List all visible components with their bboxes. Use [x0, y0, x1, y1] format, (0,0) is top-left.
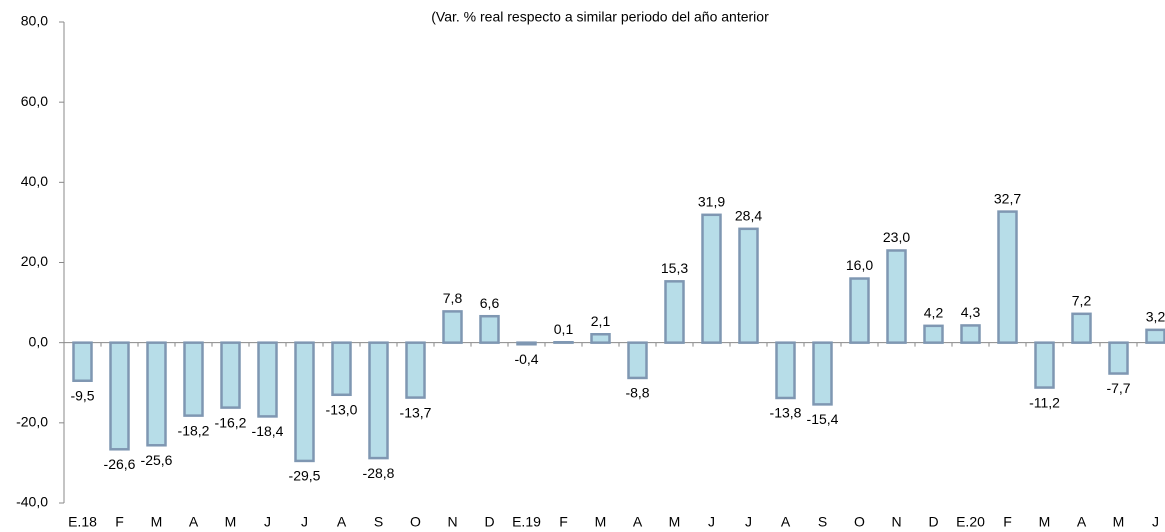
bar: [627, 341, 648, 380]
value-label: 6,6: [480, 295, 500, 311]
value-label: -13,7: [400, 404, 432, 420]
y-tick-label: 0,0: [29, 333, 49, 349]
bar: [1108, 341, 1129, 375]
x-tick-label: E.18: [68, 514, 97, 530]
value-label: 0,1: [554, 321, 574, 337]
bar: [405, 341, 426, 399]
y-tick-label: 60,0: [21, 93, 48, 109]
x-tick-label: J: [745, 514, 752, 530]
x-tick-label: M: [1039, 514, 1051, 530]
value-label: 2,1: [591, 313, 611, 329]
x-tick-label: S: [818, 514, 827, 530]
y-tick-label: -20,0: [16, 414, 48, 430]
y-tick-label: 20,0: [21, 253, 48, 269]
bar: [109, 341, 130, 451]
value-label: -13,0: [326, 401, 358, 417]
x-tick-label: A: [189, 514, 199, 530]
value-label: -0,4: [514, 351, 538, 367]
value-label: -18,2: [178, 422, 210, 438]
value-label: 23,0: [883, 229, 910, 245]
x-tick-label: A: [633, 514, 643, 530]
x-tick-label: S: [374, 514, 383, 530]
x-tick-label: D: [928, 514, 938, 530]
value-label: 3,2: [1146, 309, 1165, 325]
value-label: 4,3: [961, 304, 981, 320]
x-tick-label: O: [854, 514, 865, 530]
bar: [1145, 328, 1165, 344]
value-label: 15,3: [661, 260, 688, 276]
value-label: 32,7: [994, 190, 1021, 206]
value-label: -29,5: [289, 468, 321, 484]
value-label: -9,5: [70, 387, 94, 403]
x-tick-label: A: [781, 514, 791, 530]
value-label: 7,8: [443, 290, 463, 306]
x-tick-label: M: [1113, 514, 1125, 530]
x-tick-label: O: [410, 514, 421, 530]
bar: [220, 341, 241, 409]
bar: [72, 341, 93, 382]
value-label: 16,0: [846, 257, 873, 273]
y-tick-label: 40,0: [21, 173, 48, 189]
y-tick-label: -40,0: [16, 494, 48, 510]
bar: [590, 332, 611, 344]
bar: [183, 341, 204, 417]
x-tick-label: F: [559, 514, 568, 530]
x-tick-label: M: [669, 514, 681, 530]
value-label: -11,2: [1029, 394, 1060, 410]
bar: [812, 341, 833, 406]
value-label: -28,8: [363, 465, 395, 481]
bar: [701, 213, 722, 344]
value-label: 31,9: [698, 194, 725, 210]
value-label: -26,6: [104, 456, 136, 472]
bar: [1071, 312, 1092, 344]
x-tick-label: E.20: [956, 514, 985, 530]
value-label: 4,2: [924, 305, 944, 321]
x-tick-label: M: [595, 514, 607, 530]
x-tick-label: F: [115, 514, 124, 530]
x-tick-label: J: [708, 514, 715, 530]
bar: [1034, 341, 1055, 389]
x-tick-label: A: [337, 514, 347, 530]
x-tick-label: J: [1152, 514, 1159, 530]
value-label: 28,4: [735, 208, 762, 224]
value-label: 7,2: [1072, 293, 1092, 309]
x-tick-label: J: [301, 514, 308, 530]
bar: [849, 277, 870, 344]
bar: [331, 341, 352, 397]
value-label: -25,6: [141, 452, 173, 468]
x-tick-label: N: [447, 514, 457, 530]
bar: [368, 341, 389, 460]
bar: [738, 227, 759, 344]
bar: [442, 310, 463, 344]
x-tick-label: M: [225, 514, 237, 530]
x-tick-label: M: [151, 514, 163, 530]
x-tick-label: F: [1003, 514, 1012, 530]
value-label: -7,7: [1106, 380, 1130, 396]
x-tick-label: A: [1077, 514, 1087, 530]
bar: [294, 341, 315, 463]
x-tick-label: N: [891, 514, 901, 530]
bar: [479, 314, 500, 344]
x-tick-label: D: [484, 514, 494, 530]
bar: [257, 341, 278, 418]
y-tick-label: 80,0: [21, 13, 48, 29]
value-label: -18,4: [252, 423, 284, 439]
bar: [960, 324, 981, 344]
bar: [516, 341, 537, 346]
value-label: -15,4: [807, 411, 839, 427]
chart-title: (Var. % real respecto a similar periodo …: [431, 9, 769, 25]
value-label: -16,2: [215, 414, 247, 430]
x-tick-label: J: [264, 514, 271, 530]
value-label: -13,8: [770, 405, 802, 421]
bar: [775, 341, 796, 400]
bar: [146, 341, 167, 447]
bar: [664, 280, 685, 344]
bar: [997, 210, 1018, 344]
bar: [923, 324, 944, 344]
value-label: -8,8: [625, 385, 649, 401]
bar: [886, 249, 907, 344]
x-tick-label: E.19: [512, 514, 541, 530]
